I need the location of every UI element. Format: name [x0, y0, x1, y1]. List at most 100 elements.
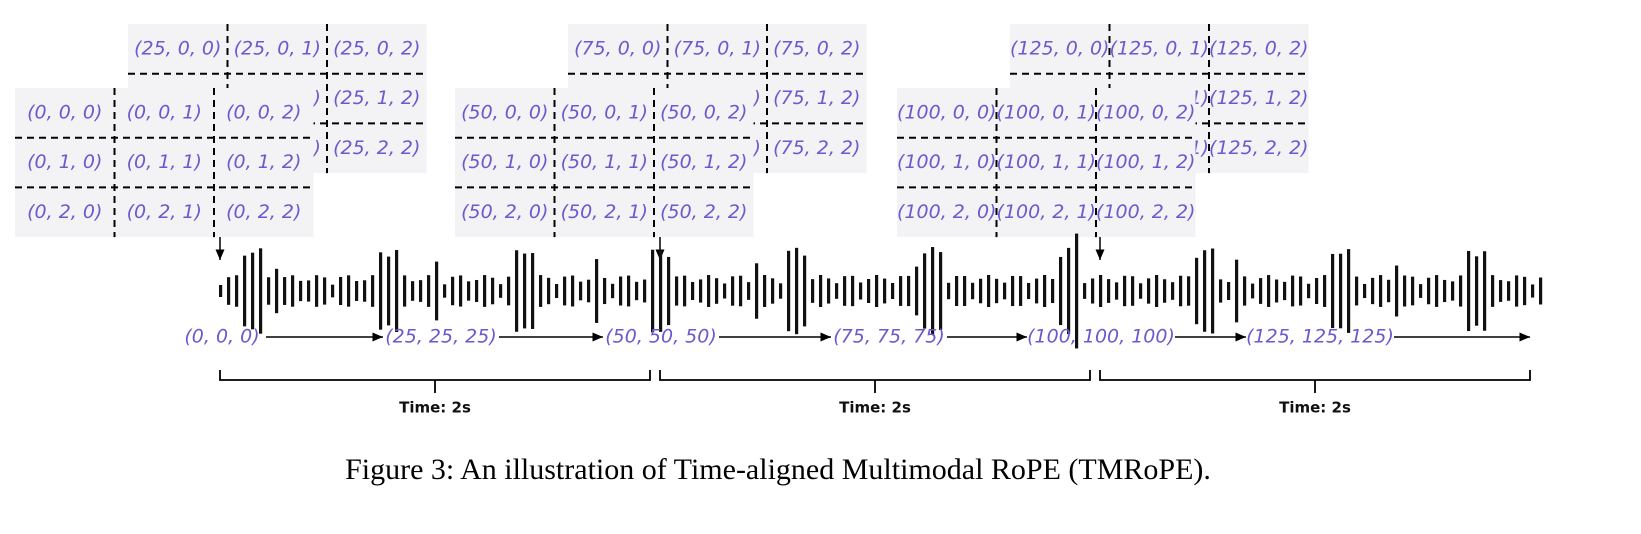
wave-bar	[531, 253, 535, 329]
audio-position: (100, 100, 100)	[1027, 326, 1175, 348]
wave-bar	[1019, 276, 1023, 306]
wave-bar	[635, 281, 639, 301]
wave-bar	[1195, 257, 1199, 325]
wave-bar	[995, 278, 999, 304]
brace	[1099, 370, 1531, 393]
wave-bar	[1339, 253, 1343, 329]
cell-label: (0, 1, 2)	[226, 151, 301, 173]
wave-bar	[523, 253, 527, 329]
wave-bar	[1531, 284, 1535, 298]
wave-bar	[1107, 279, 1111, 303]
duration-label: Time: 2s	[1279, 399, 1351, 417]
wave-bar	[819, 275, 823, 307]
frame-bg	[455, 88, 754, 238]
cell-label: (100, 0, 0)	[897, 101, 996, 123]
wave-bar	[659, 250, 663, 332]
wave-bar	[1363, 283, 1367, 299]
wave-bar	[779, 283, 783, 299]
wave-bar	[827, 278, 831, 304]
duration-label: Time: 2s	[839, 399, 911, 417]
wave-bar	[539, 275, 543, 307]
wave-bar	[219, 285, 223, 297]
wave-bar	[1419, 284, 1423, 298]
cell-label: (50, 2, 0)	[461, 201, 548, 223]
wave-bar	[667, 256, 671, 326]
wave-bar	[627, 275, 631, 307]
cell-label: (0, 1, 1)	[127, 151, 202, 173]
wave-bar	[891, 282, 895, 300]
wave-bar	[1187, 276, 1191, 306]
cell-label: (125, 1, 2)	[1209, 87, 1308, 109]
wave-bar	[563, 276, 567, 306]
cell-label: (100, 2, 2)	[1096, 201, 1195, 223]
wave-bar	[451, 276, 455, 306]
wave-bar	[1475, 256, 1479, 326]
wave-bar	[483, 275, 487, 307]
wave-bar	[971, 282, 975, 300]
wave-bar	[715, 278, 719, 304]
wave-bar	[1171, 282, 1175, 300]
cell-label: (125, 2, 2)	[1209, 137, 1308, 159]
cell-label: (75, 1, 2)	[773, 87, 860, 109]
cell-label: (50, 0, 2)	[660, 101, 747, 123]
wave-bar	[395, 250, 399, 332]
wave-bar	[1291, 275, 1295, 307]
wave-bar	[1035, 278, 1039, 304]
wave-bar	[1427, 277, 1431, 305]
cell-label: (75, 0, 2)	[773, 37, 860, 59]
wave-bar	[1411, 276, 1415, 306]
wave-bar	[299, 280, 303, 302]
cell-label: (100, 1, 2)	[1096, 151, 1195, 173]
wave-bar	[1115, 282, 1119, 300]
wave-bar	[1155, 275, 1159, 307]
wave-bar	[1059, 256, 1063, 326]
wave-bar	[235, 275, 239, 307]
cell-label: (25, 0, 2)	[333, 37, 420, 59]
wave-bar	[403, 275, 407, 307]
wave-bar	[1123, 275, 1127, 307]
wave-bar	[939, 252, 943, 330]
wave-bar	[947, 282, 951, 300]
wave-bar	[1483, 251, 1487, 331]
wave-bar	[1131, 276, 1135, 306]
wave-bar	[1387, 279, 1391, 303]
cell-label: (100, 2, 1)	[997, 201, 1096, 223]
wave-bar	[1459, 275, 1463, 307]
cell-label: (125, 0, 1)	[1110, 37, 1209, 59]
wave-bar	[1083, 283, 1087, 299]
wave-bar	[571, 275, 575, 307]
cell-label: (0, 2, 0)	[27, 201, 102, 223]
wave-bar	[787, 250, 791, 332]
wave-bar	[467, 281, 471, 301]
wave-bar	[1251, 283, 1255, 299]
wave-bar	[363, 280, 367, 302]
cell-label: (25, 0, 1)	[234, 37, 321, 59]
wave-bar	[611, 283, 615, 299]
wave-bar	[1027, 282, 1031, 300]
wave-bar	[1203, 250, 1207, 332]
wave-bar	[683, 275, 687, 307]
wave-bar	[555, 283, 559, 299]
wave-bar	[307, 280, 311, 302]
wave-bar	[843, 276, 847, 306]
cell-label: (25, 2, 2)	[333, 137, 420, 159]
wave-bar	[739, 275, 743, 307]
wave-bar	[1379, 275, 1383, 307]
wave-bar	[1259, 278, 1263, 304]
wave-bar	[1011, 275, 1015, 307]
wave-bar	[275, 268, 279, 314]
cell-label: (125, 0, 0)	[1010, 37, 1109, 59]
wave-bar	[1275, 279, 1279, 303]
wave-bar	[459, 275, 463, 307]
wave-bar	[1403, 275, 1407, 307]
wave-bar	[1523, 276, 1527, 306]
wave-bar	[1267, 275, 1271, 307]
cell-label: (100, 2, 0)	[897, 201, 996, 223]
brace	[219, 370, 651, 393]
wave-bar	[1091, 278, 1095, 304]
wave-bar	[1043, 275, 1047, 307]
wave-bar	[291, 275, 295, 307]
cell-label: (25, 1, 2)	[333, 87, 420, 109]
